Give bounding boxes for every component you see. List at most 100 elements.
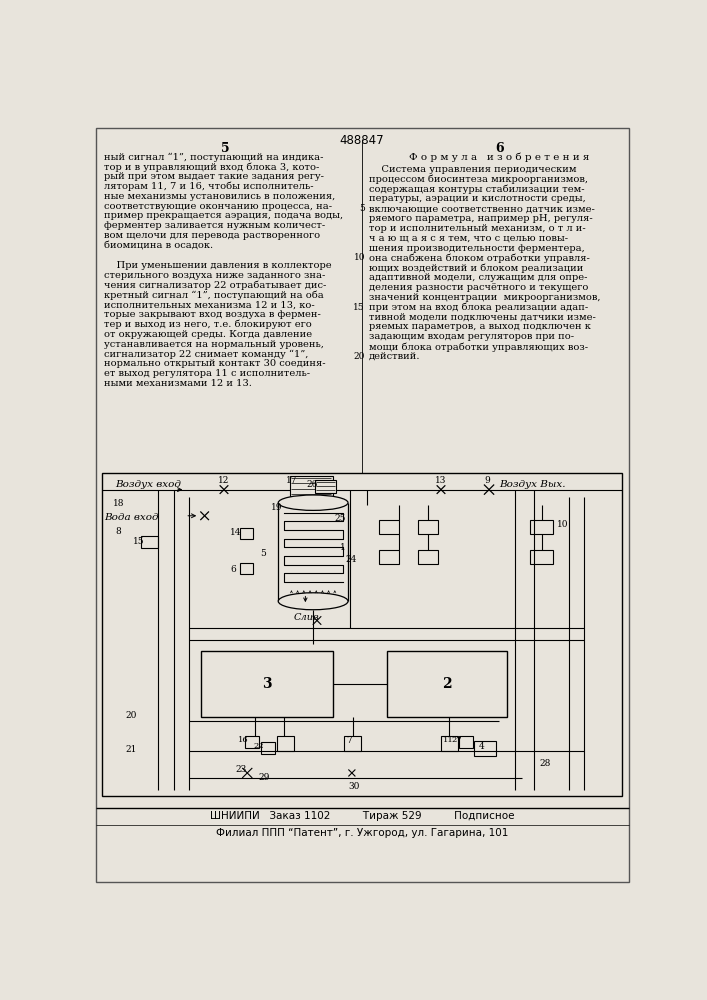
Bar [530, 520, 554, 534]
Bar [240, 528, 253, 539]
Text: 18: 18 [113, 499, 124, 508]
Text: задающим входам регуляторов при по-: задающим входам регуляторов при по- [369, 332, 574, 341]
Ellipse shape [279, 593, 348, 610]
Text: тер и выход из него, т.е. блокируют его: тер и выход из него, т.е. блокируют его [104, 320, 312, 329]
Text: 14: 14 [230, 528, 242, 537]
Bar [141, 536, 158, 548]
Bar [315, 480, 337, 493]
Text: 23: 23 [235, 765, 247, 774]
Text: адаптивной модели, служащим для опре-: адаптивной модели, служащим для опре- [369, 273, 588, 282]
Text: ферментер заливается нужным количест-: ферментер заливается нужным количест- [104, 221, 325, 230]
Text: 7: 7 [346, 736, 352, 745]
Text: она снабжена блоком отработки управля-: она снабжена блоком отработки управля- [369, 253, 590, 263]
Text: 488847: 488847 [339, 134, 385, 147]
Text: 1: 1 [340, 544, 346, 552]
Text: тор и исполнительный механизм, о т л и-: тор и исполнительный механизм, о т л и- [369, 224, 585, 233]
Text: чения сигнализатор 22 отрабатывает дис-: чения сигнализатор 22 отрабатывает дис- [104, 280, 326, 290]
Bar [379, 520, 399, 534]
Bar [474, 741, 496, 756]
Text: 26: 26 [307, 480, 318, 489]
Text: Вода вход: Вода вход [104, 513, 158, 522]
Bar [418, 520, 438, 534]
Text: действий.: действий. [369, 352, 421, 361]
Text: 17: 17 [286, 476, 298, 485]
Text: 4: 4 [479, 742, 485, 751]
Text: устанавливается на нормальный уровень,: устанавливается на нормальный уровень, [104, 340, 324, 349]
Text: 10: 10 [556, 520, 568, 529]
Text: 12: 12 [218, 476, 230, 485]
Text: 21: 21 [126, 745, 137, 754]
Text: ющих воздействий и блоком реализации: ющих воздействий и блоком реализации [369, 263, 583, 273]
Text: 20: 20 [126, 711, 137, 720]
Text: мощи блока отработки управляющих воз-: мощи блока отработки управляющих воз- [369, 342, 588, 352]
Text: включающие соответственно датчик изме-: включающие соответственно датчик изме- [369, 204, 595, 213]
Text: 5: 5 [359, 204, 365, 213]
Text: ряемого параметра, например рН, регуля-: ряемого параметра, например рН, регуля- [369, 214, 592, 223]
Text: при этом на вход блока реализации адап-: при этом на вход блока реализации адап- [369, 303, 588, 312]
Text: 16: 16 [238, 736, 249, 744]
Text: кретный сигнал “1”, поступающий на оба: кретный сигнал “1”, поступающий на оба [104, 290, 324, 300]
Text: сигнализатор 22 снимает команду “1”,: сигнализатор 22 снимает команду “1”, [104, 349, 308, 359]
Text: процессом биосинтеза микроорганизмов,: процессом биосинтеза микроорганизмов, [369, 175, 588, 184]
Text: деления разности расчётного и текущего: деления разности расчётного и текущего [369, 283, 588, 292]
Text: 27: 27 [451, 736, 462, 744]
Text: ч а ю щ а я с я тем, что с целью повы-: ч а ю щ а я с я тем, что с целью повы- [369, 234, 568, 243]
Bar [276, 736, 293, 751]
Text: 22: 22 [253, 742, 264, 750]
Text: Воздух Вых.: Воздух Вых. [499, 480, 566, 489]
Text: 24: 24 [346, 555, 357, 564]
Text: ный сигнал “1”, поступающий на индика-: ный сигнал “1”, поступающий на индика- [104, 152, 323, 162]
Text: ными механизмами 12 и 13.: ными механизмами 12 и 13. [104, 379, 252, 388]
Text: 3: 3 [262, 677, 271, 691]
Text: 13: 13 [436, 476, 447, 485]
Text: 25: 25 [335, 514, 346, 523]
Bar [418, 550, 438, 564]
Text: 8: 8 [115, 527, 121, 536]
Text: 19: 19 [271, 503, 282, 512]
Text: шения производительности ферментера,: шения производительности ферментера, [369, 244, 585, 253]
Bar [261, 742, 275, 754]
Bar [387, 651, 507, 717]
Text: ные механизмы установились в положения,: ные механизмы установились в положения, [104, 192, 335, 201]
Text: 2: 2 [442, 677, 451, 691]
Bar [201, 651, 332, 717]
Text: биомицина в осадок.: биомицина в осадок. [104, 241, 213, 250]
Text: ляторам 11, 7 и 16, чтобы исполнитель-: ляторам 11, 7 и 16, чтобы исполнитель- [104, 182, 313, 191]
Text: Филиал ППП “Патент”, г. Ужгород, ул. Гагарина, 101: Филиал ППП “Патент”, г. Ужгород, ул. Гаг… [216, 828, 508, 838]
Bar [379, 550, 399, 564]
Text: ряемых параметров, а выход подключен к: ряемых параметров, а выход подключен к [369, 322, 591, 331]
Text: нормально открытый контакт 30 соединя-: нормально открытый контакт 30 соединя- [104, 359, 325, 368]
Bar [441, 736, 458, 751]
Bar [240, 563, 253, 574]
Text: 5: 5 [221, 142, 230, 155]
Text: 11: 11 [443, 736, 454, 744]
Text: 29: 29 [259, 773, 270, 782]
Text: 30: 30 [348, 782, 359, 791]
Text: значений концентрации  микроорганизмов,: значений концентрации микроорганизмов, [369, 293, 600, 302]
Text: 6: 6 [230, 565, 236, 574]
Text: тивной модели подключены датчики изме-: тивной модели подключены датчики изме- [369, 312, 596, 322]
Text: соответствующие окончанию процесса, на-: соответствующие окончанию процесса, на- [104, 202, 332, 211]
Text: Ф о р м у л а   и з о б р е т е н и я: Ф о р м у л а и з о б р е т е н и я [409, 152, 590, 162]
Text: 15: 15 [354, 303, 365, 312]
Text: 6: 6 [495, 142, 503, 155]
Text: пример прекращается аэрация, подача воды,: пример прекращается аэрация, подача воды… [104, 211, 343, 220]
Ellipse shape [279, 495, 348, 510]
Bar [530, 550, 554, 564]
Text: торые закрывают вход воздуха в фермен-: торые закрывают вход воздуха в фермен- [104, 310, 321, 319]
Text: вом щелочи для перевода растворенного: вом щелочи для перевода растворенного [104, 231, 320, 240]
Bar [290, 476, 332, 503]
Text: Воздух вход: Воздух вход [115, 480, 182, 489]
Text: Слив: Слив [293, 613, 320, 622]
Text: 20: 20 [354, 352, 365, 361]
Text: 10: 10 [354, 253, 365, 262]
Text: 9: 9 [484, 476, 491, 485]
Text: 28: 28 [539, 759, 551, 768]
Text: 5: 5 [260, 549, 267, 558]
Text: тор и в управляющий вход блока 3, кото-: тор и в управляющий вход блока 3, кото- [104, 162, 320, 172]
Bar [245, 736, 259, 748]
Text: от окружающей среды. Когда давление: от окружающей среды. Когда давление [104, 330, 312, 339]
Text: пературы, аэрации и кислотности среды,: пературы, аэрации и кислотности среды, [369, 194, 585, 203]
Text: исполнительных механизма 12 и 13, ко-: исполнительных механизма 12 и 13, ко- [104, 300, 315, 309]
Bar [189, 644, 577, 728]
